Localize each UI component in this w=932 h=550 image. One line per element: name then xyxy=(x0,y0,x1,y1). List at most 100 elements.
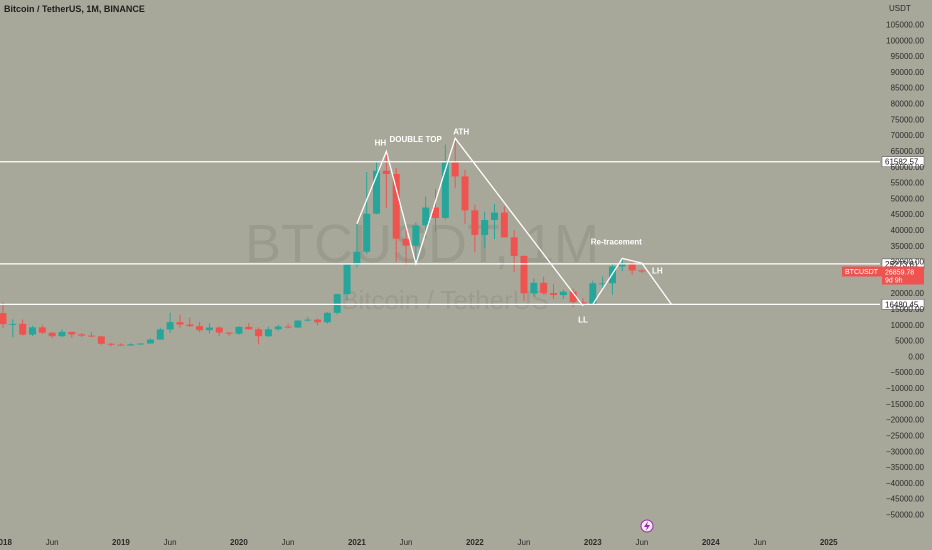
candle-up[interactable] xyxy=(481,220,489,235)
candle-down[interactable] xyxy=(196,326,204,331)
y-tick-label: 60000.00 xyxy=(891,163,925,172)
candle-up[interactable] xyxy=(156,329,164,340)
candle-down[interactable] xyxy=(540,282,548,294)
candle-down[interactable] xyxy=(549,293,557,296)
candle-up[interactable] xyxy=(618,263,626,267)
y-tick-label: 0.00 xyxy=(908,352,924,361)
candle-up[interactable] xyxy=(530,282,538,294)
candle-down[interactable] xyxy=(19,323,27,335)
candle-up[interactable] xyxy=(294,320,302,328)
pattern-line[interactable] xyxy=(592,257,672,305)
candle-up[interactable] xyxy=(304,319,312,321)
candle-down[interactable] xyxy=(461,176,469,211)
candle-down[interactable] xyxy=(510,237,518,256)
x-tick-label: 2025 xyxy=(820,538,838,547)
candle-down[interactable] xyxy=(569,291,577,303)
candle-up[interactable] xyxy=(127,344,135,346)
candle-up[interactable] xyxy=(166,322,174,330)
candle-down[interactable] xyxy=(78,334,86,336)
candle-down[interactable] xyxy=(471,210,479,235)
candle-down[interactable] xyxy=(392,174,400,239)
x-tick-label: Jun xyxy=(635,538,648,547)
last-price-value-box xyxy=(882,266,924,285)
candle-up[interactable] xyxy=(323,312,331,323)
candle-down[interactable] xyxy=(38,327,46,333)
x-tick-label: 2022 xyxy=(466,538,484,547)
price-axis[interactable]: USDT 105000.00 100000.00 95000.00 90000.00 8… xyxy=(886,4,925,520)
candle-down[interactable] xyxy=(107,343,115,345)
candle-down[interactable] xyxy=(628,263,636,271)
candle-down[interactable] xyxy=(500,212,508,238)
candle-up[interactable] xyxy=(274,326,282,330)
candle-up[interactable] xyxy=(28,327,36,335)
candle-up[interactable] xyxy=(264,329,272,337)
candle-up[interactable] xyxy=(559,291,567,296)
lightning-icon[interactable] xyxy=(640,519,654,533)
candle-up[interactable] xyxy=(58,331,66,337)
candle-down[interactable] xyxy=(48,332,56,337)
candle-down[interactable] xyxy=(638,270,646,272)
y-tick-label: 105000.00 xyxy=(886,20,924,29)
candle-down[interactable] xyxy=(255,329,263,337)
x-tick-label: Jun xyxy=(282,538,295,547)
candle-up[interactable] xyxy=(146,339,154,344)
candle-down[interactable] xyxy=(451,162,459,177)
y-tick-label: −30000.00 xyxy=(886,447,925,456)
candle-up[interactable] xyxy=(353,251,361,265)
x-tick-label: Jun xyxy=(164,538,177,547)
last-price-countdown: 9d 9h xyxy=(885,278,903,285)
candle-down[interactable] xyxy=(0,313,7,325)
annotation-label: DOUBLE TOP xyxy=(390,135,443,144)
watermark-name: Bitcoin / TetherUS xyxy=(341,285,549,315)
candle-down[interactable] xyxy=(382,170,390,175)
pattern-layer xyxy=(356,136,672,307)
candle-down[interactable] xyxy=(68,331,76,335)
y-tick-label: 5000.00 xyxy=(895,337,924,346)
candle-up[interactable] xyxy=(589,283,597,305)
candle-down[interactable] xyxy=(284,326,292,328)
y-tick-label: −5000.00 xyxy=(890,368,924,377)
candle-down[interactable] xyxy=(87,335,95,337)
candle-down[interactable] xyxy=(176,322,184,325)
last-price-symbol: BTCUSDT xyxy=(845,269,879,276)
pattern-line[interactable] xyxy=(356,136,584,307)
levels-layer: 61582.57 29273.81 16480.45 xyxy=(0,156,925,310)
candle-up[interactable] xyxy=(333,294,341,313)
candle-down[interactable] xyxy=(579,302,587,305)
candle-down[interactable] xyxy=(225,332,233,334)
candle-up[interactable] xyxy=(491,212,498,221)
candle-up[interactable] xyxy=(422,207,430,226)
candle-down[interactable] xyxy=(432,207,440,218)
level-label: 61582.57 xyxy=(885,158,919,167)
candle-up[interactable] xyxy=(9,323,17,325)
candle-down[interactable] xyxy=(402,238,410,246)
candle-up[interactable] xyxy=(363,213,371,252)
x-tick-label: 2021 xyxy=(348,538,366,547)
y-tick-label: −40000.00 xyxy=(886,479,925,488)
y-tick-label: 80000.00 xyxy=(891,100,925,109)
candle-down[interactable] xyxy=(520,255,528,294)
y-tick-label: −25000.00 xyxy=(886,431,925,440)
annotations-layer: HH DOUBLE TOP ATH Re-tracement LH LL xyxy=(375,127,663,324)
x-tick-label: Jun xyxy=(46,538,59,547)
time-axis[interactable]: 2018 Jun 2019 Jun 2020 Jun 2021 Jun 2022 Jun 2023 J… xyxy=(0,538,838,547)
candle-up[interactable] xyxy=(235,326,243,334)
candle-up[interactable] xyxy=(373,170,381,214)
y-tick-label: −45000.00 xyxy=(886,495,925,504)
candle-down[interactable] xyxy=(186,324,194,327)
candle-up[interactable] xyxy=(205,327,213,331)
candle-down[interactable] xyxy=(314,319,322,323)
y-tick-label: 40000.00 xyxy=(891,226,925,235)
candle-down[interactable] xyxy=(215,327,223,333)
y-tick-label: 20000.00 xyxy=(891,289,925,298)
candle-up[interactable] xyxy=(441,162,449,218)
candle-down[interactable] xyxy=(117,344,125,346)
candle-up[interactable] xyxy=(412,225,420,246)
candle-down[interactable] xyxy=(245,326,253,330)
candle-down[interactable] xyxy=(97,336,105,344)
x-tick-label: Jun xyxy=(753,538,766,547)
candle-up[interactable] xyxy=(137,343,145,345)
candle-up[interactable] xyxy=(599,283,607,285)
candle-up[interactable] xyxy=(343,264,351,295)
